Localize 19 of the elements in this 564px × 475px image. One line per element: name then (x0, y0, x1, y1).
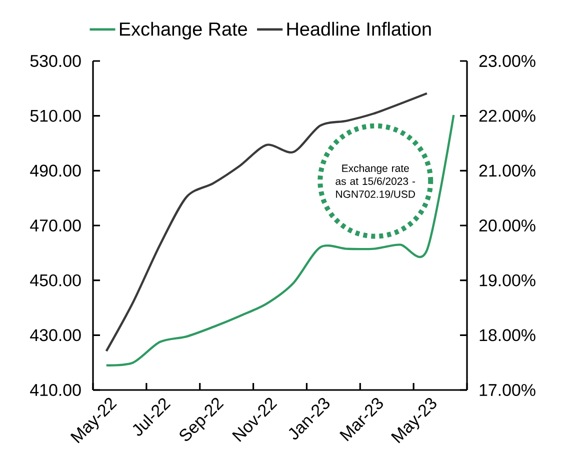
legend-label: Exchange Rate (120, 22, 248, 40)
y-tick-label: 450.00 (30, 274, 81, 286)
y2-tick-label: 23.00% (479, 55, 536, 67)
legend-label: Headline Inflation (287, 22, 431, 36)
y-tick-label: 510.00 (30, 110, 81, 122)
y2-tick-label: 22.00% (479, 110, 536, 122)
y-tick-label: 470.00 (30, 220, 81, 232)
line-series (105, 92, 428, 352)
y-tick-label: 410.00 (30, 384, 81, 396)
annotation: Exchange rate as at 15/6/2023 - NGN702.19/USD (336, 164, 416, 198)
y-tick-label: 530.00 (30, 55, 81, 67)
y-tick-label: 430.00 (30, 329, 81, 342)
y2-tick-label: 17.00% (480, 384, 536, 396)
line-series (105, 114, 455, 366)
y2-tick-label: 20.00% (479, 220, 536, 232)
y2-tick-label: 18.00% (480, 329, 536, 342)
y2-tick-label: 19.00% (480, 274, 536, 286)
y-tick-label: 490.00 (30, 164, 81, 177)
y2-tick-label: 21.00% (479, 164, 536, 177)
